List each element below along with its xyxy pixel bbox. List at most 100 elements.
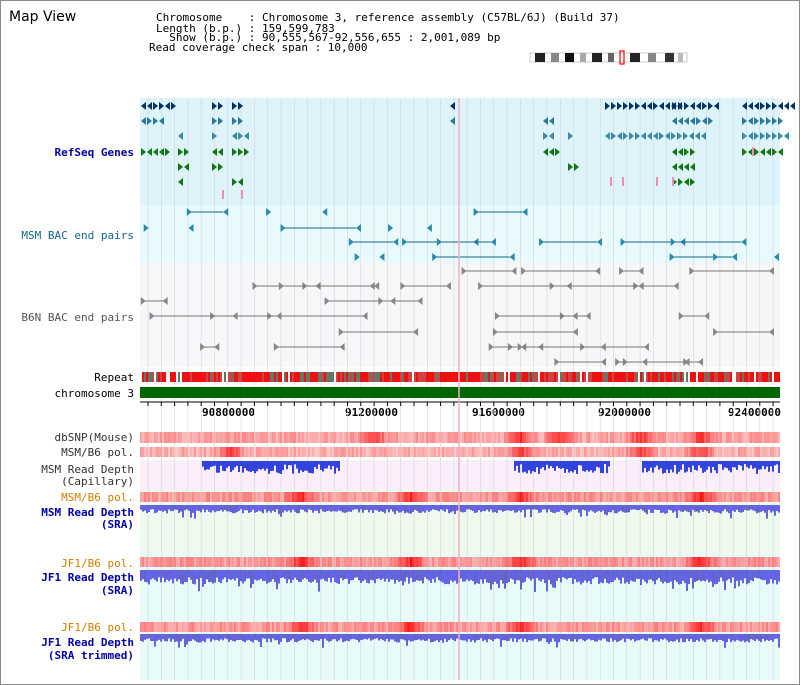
heat-cell — [486, 622, 488, 632]
heat-cell — [510, 622, 512, 632]
heat-cell — [236, 447, 238, 457]
depth-bar — [712, 634, 714, 642]
chromosome-ideogram[interactable] — [529, 50, 688, 65]
heat-cell — [710, 622, 712, 632]
heat-cell — [170, 557, 172, 567]
feature-arrow — [153, 117, 158, 125]
depth-bar — [652, 570, 654, 582]
heat-cell — [444, 432, 446, 443]
depth-bar — [730, 461, 732, 473]
heat-cell — [504, 432, 506, 443]
heat-cell — [256, 557, 258, 567]
heat-cell — [706, 432, 708, 443]
depth-bar — [552, 505, 554, 513]
depth-bar — [734, 570, 736, 589]
depth-bar — [652, 634, 654, 642]
heat-cell — [678, 622, 680, 632]
heat-cell — [264, 622, 266, 632]
heat-cell — [608, 622, 610, 632]
heat-cell — [478, 557, 480, 567]
heat-cell — [594, 557, 596, 567]
repeat-label: Repeat — [94, 371, 134, 384]
heat-cell — [288, 447, 290, 457]
b6n-bac-track[interactable] — [140, 267, 774, 366]
heat-cell — [362, 622, 364, 632]
depth-bar — [378, 634, 380, 641]
heat-cell — [532, 557, 534, 567]
heat-cell — [386, 492, 388, 502]
heat-cell — [680, 432, 682, 443]
depth-bar — [236, 461, 238, 466]
depth-bar — [616, 570, 618, 578]
feature-arrow — [611, 102, 616, 110]
heat-cell — [330, 447, 332, 457]
depth-bar — [628, 570, 630, 584]
heat-cell — [750, 492, 752, 502]
depth-bar — [290, 634, 292, 641]
feature-arrow — [543, 148, 548, 156]
feature-arrow — [266, 208, 272, 216]
depth-bar — [774, 461, 776, 466]
feature-arrow — [165, 148, 170, 156]
depth-bar — [448, 505, 450, 514]
msm-bac-label[interactable]: MSM BAC end pairs — [21, 229, 134, 242]
feature-arrow — [218, 102, 223, 110]
depth-bar — [662, 505, 664, 513]
depth-bar — [374, 634, 376, 639]
heat-cell — [260, 492, 262, 502]
depth-bar — [394, 505, 396, 515]
depth-bar — [576, 570, 578, 583]
heat-cell — [144, 622, 146, 632]
heat-cell — [658, 432, 660, 443]
depth-bar — [582, 505, 584, 510]
feature-arrow — [212, 132, 217, 140]
msm-bac-track[interactable] — [143, 208, 779, 261]
repeat-segment — [654, 372, 656, 382]
heat-cell — [364, 622, 366, 632]
heat-cell — [734, 492, 736, 502]
b6n-bac-label[interactable]: B6N BAC end pairs — [21, 311, 134, 324]
heat-cell — [600, 622, 602, 632]
heat-cell — [386, 432, 388, 443]
depth-bar — [218, 570, 220, 582]
heat-cell — [348, 447, 350, 457]
depth-bar — [438, 505, 440, 512]
heat-cell — [268, 622, 270, 632]
depth-bar — [580, 634, 582, 639]
heat-cell — [140, 557, 142, 567]
heat-cell — [234, 557, 236, 567]
depth-bar — [564, 570, 566, 579]
heat-cell — [590, 557, 592, 567]
heat-cell — [272, 492, 274, 502]
heat-cell — [584, 557, 586, 567]
repeat-segment — [330, 372, 332, 382]
feature-arrow — [622, 358, 628, 366]
repeat-segment — [148, 372, 150, 382]
feature-arrow — [678, 312, 684, 320]
heat-cell — [430, 557, 432, 567]
refseq-genes-track[interactable] — [141, 102, 795, 199]
depth-bar — [256, 570, 258, 581]
depth-bar — [380, 634, 382, 639]
heat-cell — [256, 622, 258, 632]
heat-cell — [406, 432, 408, 443]
heat-cell — [562, 622, 564, 632]
depth-bar — [230, 634, 232, 640]
depth-bar — [360, 634, 362, 641]
depth-bar — [540, 505, 542, 513]
repeat-segment — [274, 372, 276, 382]
heat-cell — [282, 447, 284, 457]
heat-cell — [146, 447, 148, 457]
depth-bar — [586, 461, 588, 471]
heat-cell — [530, 492, 532, 502]
depth-bar — [342, 634, 344, 643]
heat-cell — [468, 492, 470, 502]
depth-bar — [492, 505, 494, 513]
heat-cell — [418, 432, 420, 443]
heat-cell — [266, 557, 268, 567]
depth-bar — [254, 461, 256, 474]
feature-arrow — [278, 282, 284, 290]
refseq-genes-label[interactable]: RefSeq Genes — [54, 146, 134, 159]
heat-cell — [598, 622, 600, 632]
heat-cell — [404, 432, 406, 443]
